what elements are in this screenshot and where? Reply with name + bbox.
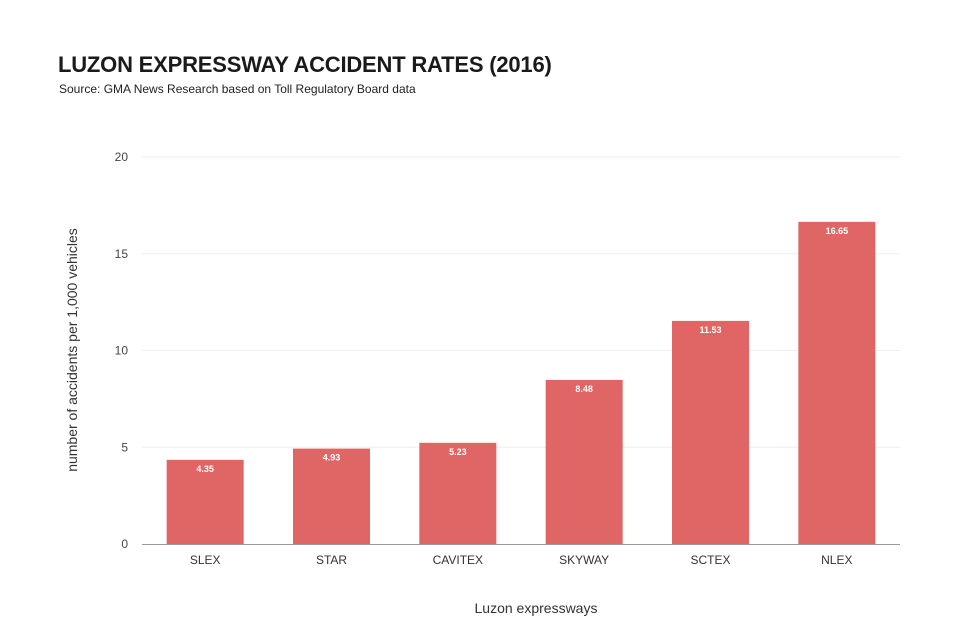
bar-cavitex xyxy=(419,442,497,544)
data-label: 16.65 xyxy=(826,226,849,236)
bar-nlex xyxy=(798,221,876,544)
x-tick-label: SCTEX xyxy=(690,553,730,567)
y-tick-label: 20 xyxy=(115,150,129,164)
data-labels: 4.35 4.93 5.23 8.48 11.53 16.65 xyxy=(196,226,848,474)
data-label: 4.93 xyxy=(323,453,341,463)
chart-title: LUZON EXPRESSWAY ACCIDENT RATES (2016) xyxy=(58,52,552,77)
data-label: 8.48 xyxy=(575,384,593,394)
y-axis-ticks: 0 5 10 15 20 xyxy=(115,150,129,551)
bar-sctex xyxy=(672,320,749,544)
data-label: 11.53 xyxy=(699,325,721,335)
y-axis-title: number of accidents per 1,000 vehicles xyxy=(64,228,80,472)
x-tick-label: SKYWAY xyxy=(559,553,609,567)
x-axis-title: Luzon expressways xyxy=(475,600,598,616)
x-tick-label: CAVITEX xyxy=(433,553,483,567)
gridlines xyxy=(142,156,900,448)
x-tick-label: STAR xyxy=(316,553,347,567)
y-tick-label: 15 xyxy=(115,247,129,261)
y-tick-label: 5 xyxy=(121,440,128,454)
y-tick-label: 10 xyxy=(115,344,129,358)
x-axis-categories: SLEX STAR CAVITEX SKYWAY SCTEX NLEX xyxy=(190,553,853,567)
bar-star xyxy=(293,448,370,544)
bar-slex xyxy=(166,459,244,544)
bars xyxy=(166,221,876,544)
bar-skyway xyxy=(545,379,623,544)
chart-subtitle: Source: GMA News Research based on Toll … xyxy=(59,82,416,96)
y-tick-label: 0 xyxy=(121,537,128,551)
x-tick-label: NLEX xyxy=(821,553,852,567)
data-label: 5.23 xyxy=(449,447,467,457)
x-tick-label: SLEX xyxy=(190,553,221,567)
data-label: 4.35 xyxy=(196,464,214,474)
